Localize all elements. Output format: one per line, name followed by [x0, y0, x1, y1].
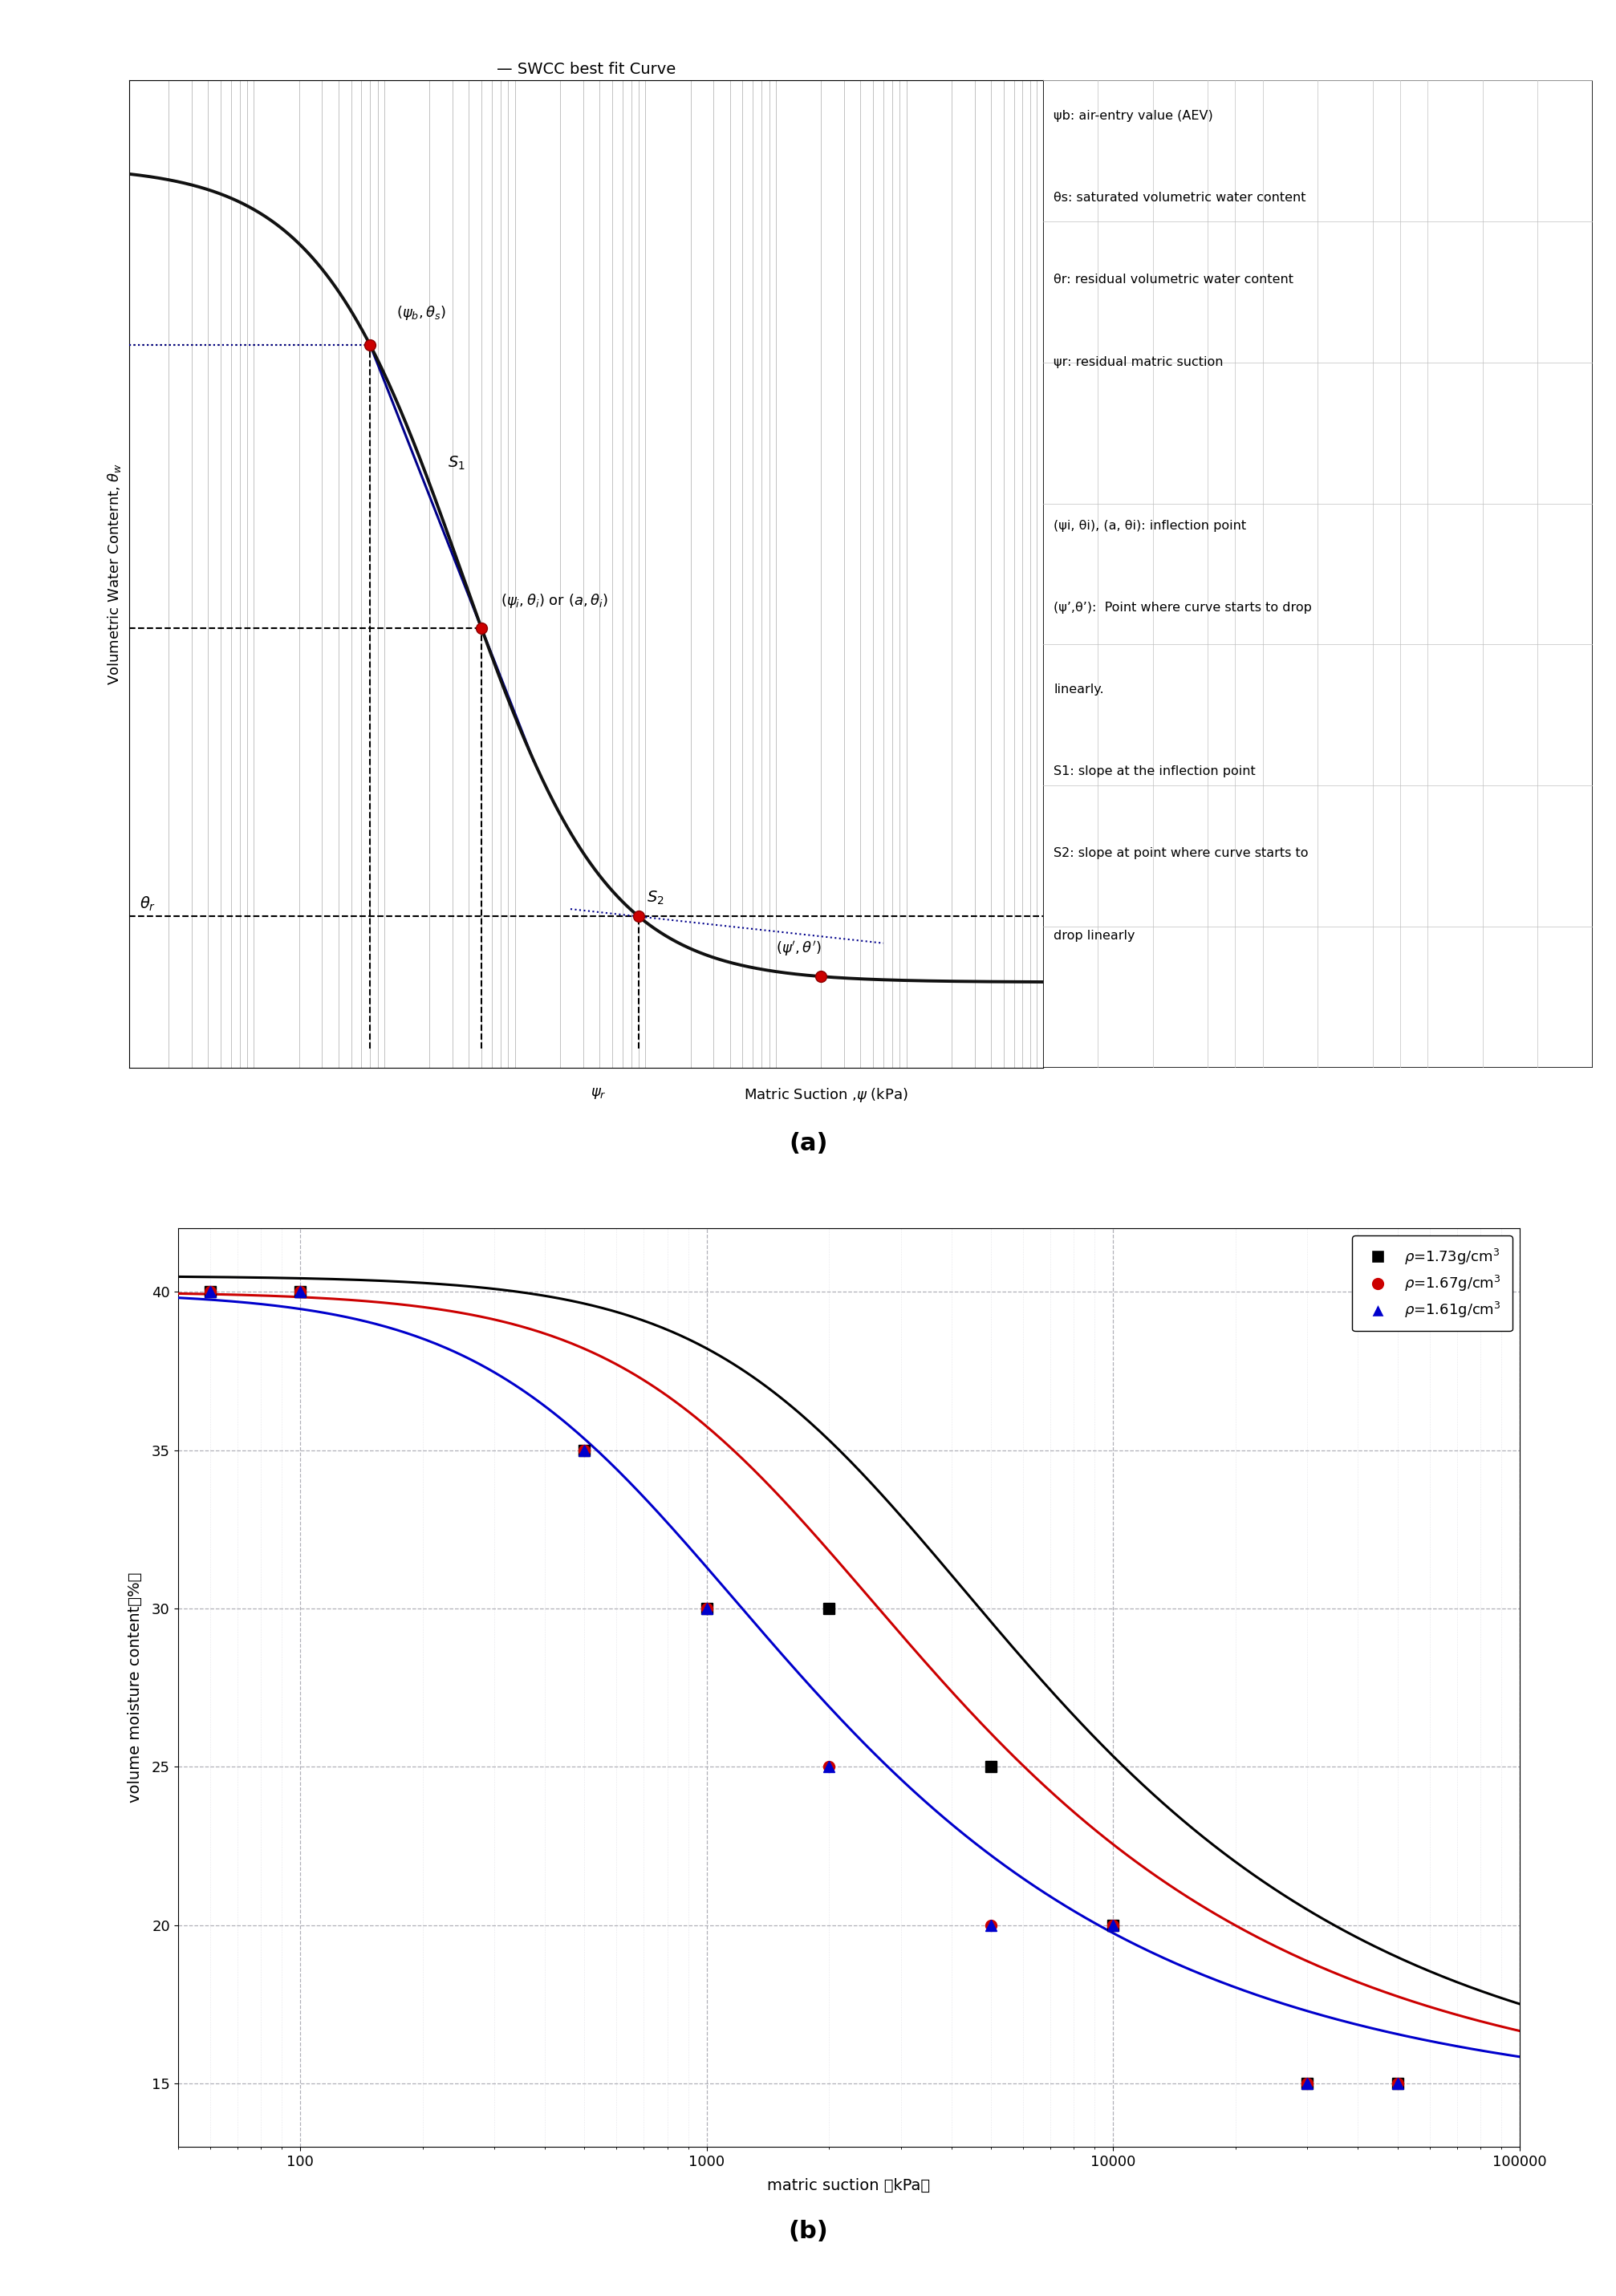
Legend: $\rho$=1.73g/cm$^3$, $\rho$=1.67g/cm$^3$, $\rho$=1.61g/cm$^3$: $\rho$=1.73g/cm$^3$, $\rho$=1.67g/cm$^3$…	[1351, 1235, 1513, 1332]
Text: S2: slope at point where curve starts to: S2: slope at point where curve starts to	[1054, 847, 1307, 859]
Y-axis label: volume moisture content（%）: volume moisture content（%）	[128, 1573, 142, 1802]
Text: $S_2$: $S_2$	[646, 889, 664, 907]
FancyBboxPatch shape	[1042, 80, 1592, 1068]
Text: θr: residual volumetric water content: θr: residual volumetric water content	[1054, 273, 1293, 287]
Y-axis label: Volumetric Water Conternt, $\theta_w$: Volumetric Water Conternt, $\theta_w$	[105, 464, 123, 684]
Text: $\psi_r$: $\psi_r$	[590, 1086, 606, 1100]
Text: (b): (b)	[789, 2220, 827, 2243]
Title: — SWCC best fit Curve: — SWCC best fit Curve	[496, 62, 675, 76]
Text: (ψi, θi), (a, θi): inflection point: (ψi, θi), (a, θi): inflection point	[1054, 519, 1246, 533]
Text: $S_1$: $S_1$	[448, 455, 465, 473]
X-axis label: matric suction （kPa）: matric suction （kPa）	[768, 2179, 929, 2193]
Text: $(\psi_i, \theta_i)$ or $(a, \theta_i)$: $(\psi_i, \theta_i)$ or $(a, \theta_i)$	[501, 592, 608, 608]
Text: linearly.: linearly.	[1054, 684, 1104, 696]
Text: θs: saturated volumetric water content: θs: saturated volumetric water content	[1054, 193, 1306, 204]
Text: $(\psi', \theta')$: $(\psi', \theta')$	[776, 939, 821, 957]
Text: Matric Suction ,$\psi$ (kPa): Matric Suction ,$\psi$ (kPa)	[743, 1086, 908, 1104]
Text: (a): (a)	[789, 1132, 827, 1155]
Text: $\theta_r$: $\theta_r$	[139, 895, 155, 914]
Text: $(\psi_b, \theta_s)$: $(\psi_b, \theta_s)$	[396, 303, 446, 321]
Text: drop linearly: drop linearly	[1054, 930, 1134, 941]
Text: (ψ’,θ’):  Point where curve starts to drop: (ψ’,θ’): Point where curve starts to dro…	[1054, 602, 1312, 613]
Text: ψb: air-entry value (AEV): ψb: air-entry value (AEV)	[1054, 110, 1212, 122]
Text: ψr: residual matric suction: ψr: residual matric suction	[1054, 356, 1223, 367]
Text: S1: slope at the inflection point: S1: slope at the inflection point	[1054, 765, 1256, 778]
